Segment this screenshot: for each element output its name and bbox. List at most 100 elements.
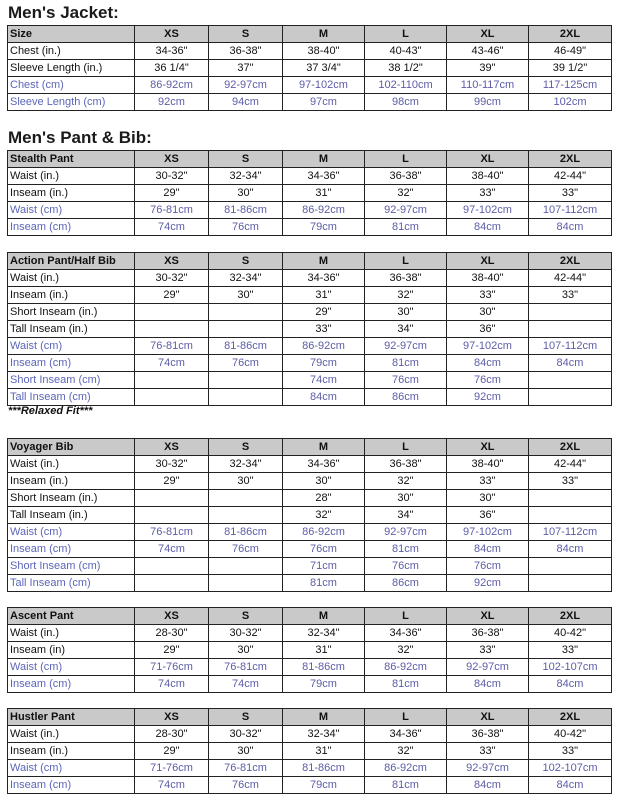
table-cell (208, 506, 283, 524)
table-cell: 84cm (446, 675, 529, 693)
table-cell: 32" (364, 472, 447, 490)
row-label: Inseam (in.) (7, 184, 135, 202)
table-cell: 86-92cm (282, 523, 365, 541)
table-cell: 117-125cm (528, 76, 612, 94)
table-cell: 86-92cm (282, 337, 365, 355)
table-cell (528, 320, 612, 338)
row-label: Waist (cm) (7, 201, 135, 219)
row-label: Hustler Pant (7, 708, 135, 726)
table-cell: 30" (446, 303, 529, 321)
table-cell: 30" (208, 472, 283, 490)
row-label: Short Inseam (in.) (7, 303, 135, 321)
table-cell: XS (134, 25, 209, 43)
table-cell: 102-110cm (364, 76, 447, 94)
table-cell: L (364, 607, 447, 625)
row-label: Sleeve Length (cm) (7, 93, 135, 111)
table-cell (528, 557, 612, 575)
table-cell: 71cm (282, 557, 365, 575)
row-label: Inseam (cm) (7, 675, 135, 693)
table-cell: 71-76cm (134, 658, 209, 676)
table-cell: 74cm (134, 354, 209, 372)
table-cell: 86-92cm (364, 658, 447, 676)
table-cell: S (208, 150, 283, 168)
table-cell (208, 574, 283, 592)
row-label: Chest (cm) (7, 76, 135, 94)
table-cell: 40-42" (528, 624, 612, 642)
table-cell: 98cm (364, 93, 447, 111)
table-cell: 32" (364, 286, 447, 304)
table-cell: 33" (446, 742, 529, 760)
table-cell: 37" (208, 59, 283, 77)
table-row: Short Inseam (in.) 29" 30" 30" (7, 303, 612, 321)
table-cell: 36-38" (446, 624, 529, 642)
table-cell: 2XL (528, 438, 612, 456)
table-cell: 32" (282, 506, 365, 524)
table-cell: 36" (446, 506, 529, 524)
table-row: Waist (in.) 30-32" 32-34" 34-36" 36-38" 38-40… (7, 167, 612, 185)
table-cell: S (208, 252, 283, 270)
table-cell: 36" (446, 320, 529, 338)
table-cell: 107-112cm (528, 337, 612, 355)
table-row: Inseam (in.) 29" 30" 31" 32" 33" 33" (7, 742, 612, 760)
table-cell (528, 574, 612, 592)
table-cell: 30-32" (134, 455, 209, 473)
table-cell: 34-36" (364, 624, 447, 642)
table-cell: 76cm (364, 557, 447, 575)
table-row: Inseam (cm) 74cm 76cm 79cm 81cm 84cm 84cm (7, 218, 612, 236)
table-cell (208, 303, 283, 321)
row-label: Tall Inseam (in.) (7, 506, 135, 524)
table-cell: 36-38" (208, 42, 283, 60)
table-cell: 92cm (134, 93, 209, 111)
table-cell: 39" (446, 59, 529, 77)
table-cell: XS (134, 438, 209, 456)
table-cell: 74cm (208, 675, 283, 693)
table-cell: 33" (528, 472, 612, 490)
table-cell: M (282, 708, 365, 726)
table-cell: 81cm (364, 776, 447, 794)
table-cell: 97-102cm (282, 76, 365, 94)
table-cell: 84cm (282, 388, 365, 406)
table-cell: 86cm (364, 574, 447, 592)
table-cell (134, 371, 209, 389)
table-cell: 92-97cm (208, 76, 283, 94)
table-row: Chest (in.) 34-36" 36-38" 38-40" 40-43" 43-46… (7, 42, 612, 60)
row-label: Inseam (cm) (7, 540, 135, 558)
row-label: Size (7, 25, 135, 43)
table-cell: XL (446, 150, 529, 168)
row-label: Inseam (in.) (7, 742, 135, 760)
table-cell: 32-34" (282, 725, 365, 743)
table-cell: 29" (134, 286, 209, 304)
table-cell: 34-36" (364, 725, 447, 743)
table-cell: 34" (364, 506, 447, 524)
table-cell: 30" (208, 641, 283, 659)
table-cell: 81-86cm (208, 201, 283, 219)
table-cell: 36 1/4" (134, 59, 209, 77)
table-cell: 99cm (446, 93, 529, 111)
table-cell: 76cm (208, 776, 283, 794)
table-cell: 29" (134, 184, 209, 202)
table-row: Inseam (cm) 74cm 76cm 79cm 81cm 84cm 84cm (7, 354, 612, 372)
table-cell: 31" (282, 184, 365, 202)
table-cell: XL (446, 708, 529, 726)
table-cell: 94cm (208, 93, 283, 111)
table-cell: 81cm (282, 574, 365, 592)
table-cell: 30" (208, 742, 283, 760)
table-cell: 84cm (446, 354, 529, 372)
table-cell: 81-86cm (282, 759, 365, 777)
table-cell: 86-92cm (364, 759, 447, 777)
row-label: Tall Inseam (cm) (7, 574, 135, 592)
table-cell (134, 557, 209, 575)
row-label: Stealth Pant (7, 150, 135, 168)
table-cell: 33" (528, 184, 612, 202)
table-cell: 34-36" (282, 167, 365, 185)
table-cell: 36-38" (446, 725, 529, 743)
table-header-row: Voyager Bib XS S M L XL 2XL (7, 438, 612, 456)
table-cell: 76-81cm (134, 523, 209, 541)
table-row: Waist (cm) 76-81cm 81-86cm 86-92cm 92-97cm 97… (7, 201, 612, 219)
table-cell: 42-44" (528, 455, 612, 473)
table-cell: 38-40" (446, 167, 529, 185)
row-label: Short Inseam (in.) (7, 489, 135, 507)
row-label: Sleeve Length (in.) (7, 59, 135, 77)
row-label: Short Inseam (cm) (7, 557, 135, 575)
table-cell: M (282, 150, 365, 168)
